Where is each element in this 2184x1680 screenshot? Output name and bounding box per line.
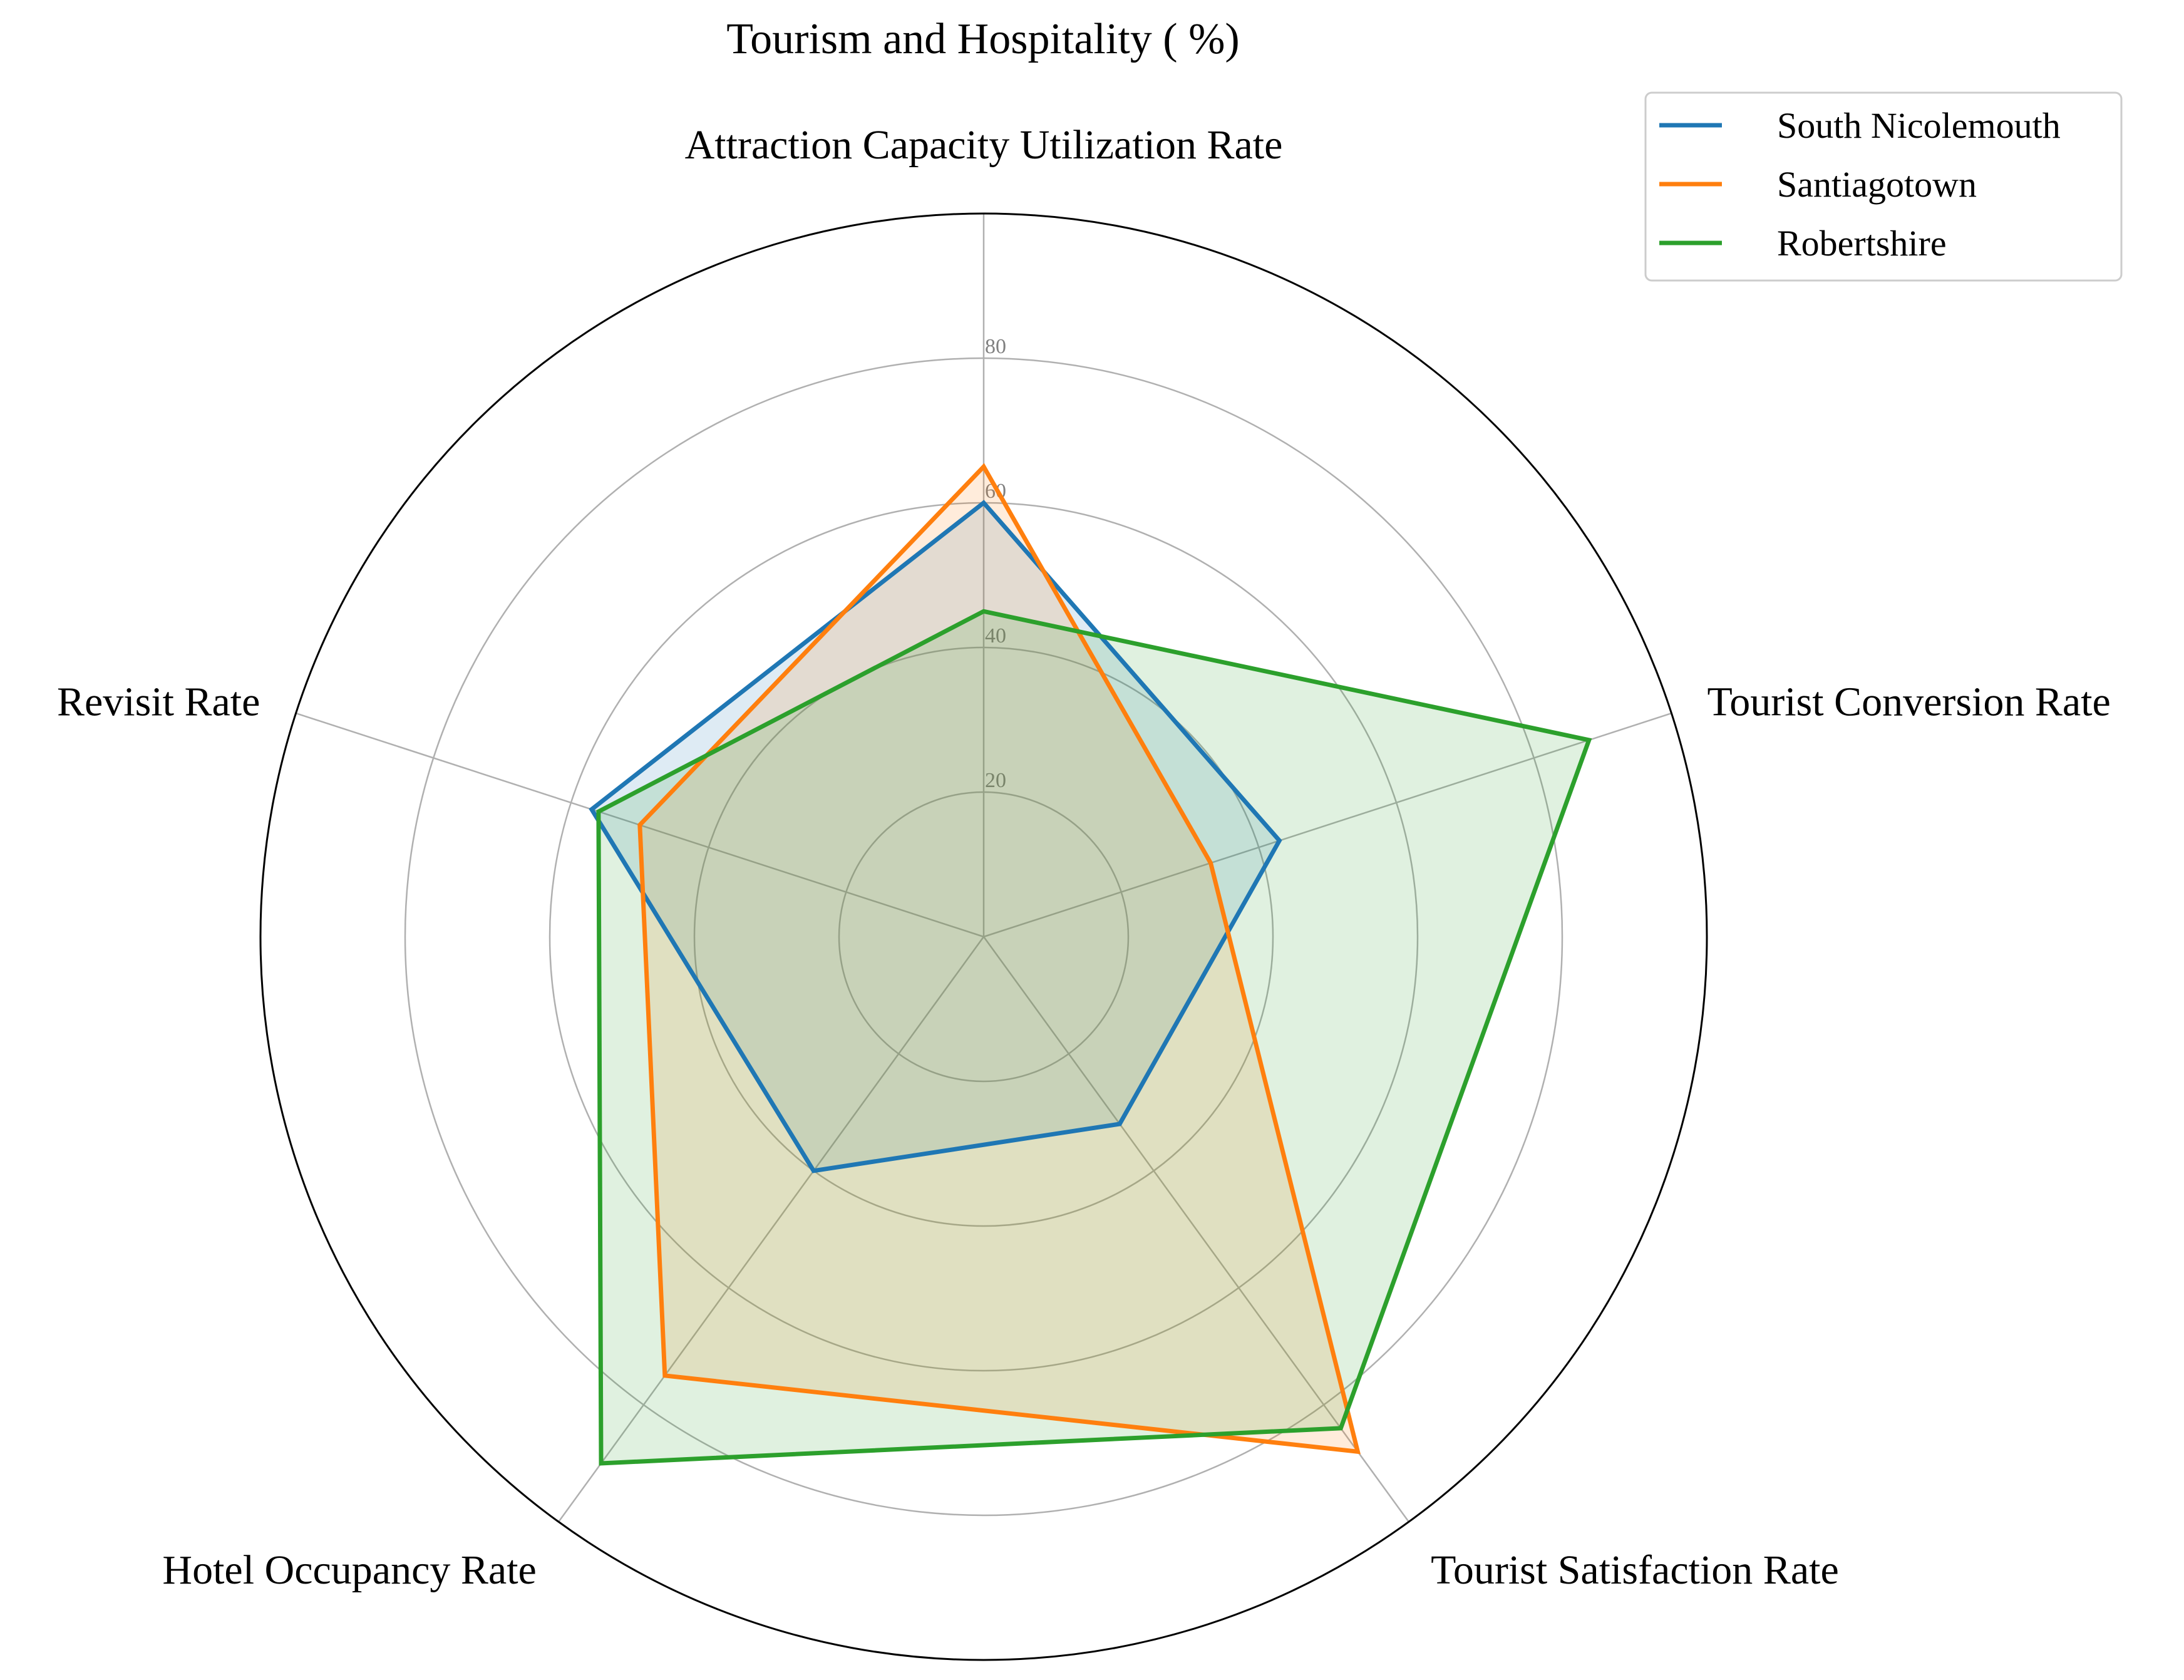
series-line-2	[596, 609, 1592, 1466]
chart-title: Tourism and Hospitality ( %)	[726, 15, 1239, 63]
legend-entry: South Nicolemouth	[1777, 105, 2061, 146]
axis-label: Attraction Capacity Utilization Rate	[685, 122, 1283, 168]
axis-label: Hotel Occupancy Rate	[162, 1547, 536, 1593]
series-layer	[589, 463, 1592, 1466]
r-tick-label: 80	[985, 335, 1006, 358]
axis-spoke	[558, 936, 985, 1523]
r-tick-label: 40	[985, 624, 1006, 647]
axis-spoke	[983, 712, 1672, 938]
series-fill-2	[598, 611, 1589, 1463]
axis-label-layer: Attraction Capacity Utilization Rate Tour…	[57, 122, 2111, 1593]
series-fill-0	[591, 503, 1280, 1171]
series-line-1	[637, 463, 1361, 1455]
r-tick-label: 20	[985, 769, 1006, 792]
series-fill-1	[639, 466, 1358, 1452]
legend: South Nicolemouth Santiagotown Robertshire	[1644, 91, 2123, 282]
axis-label: Revisit Rate	[57, 679, 260, 725]
legend-entry: Santiagotown	[1777, 164, 1977, 205]
axis-label: Tourist Conversion Rate	[1708, 679, 2111, 725]
outer-ring	[259, 212, 1708, 1661]
axis-label: Tourist Satisfaction Rate	[1431, 1547, 1839, 1593]
legend-entry: Robertshire	[1777, 223, 1947, 264]
series-line-0	[589, 500, 1282, 1173]
legend-box	[1644, 91, 2123, 282]
axis-spoke	[982, 936, 1409, 1523]
